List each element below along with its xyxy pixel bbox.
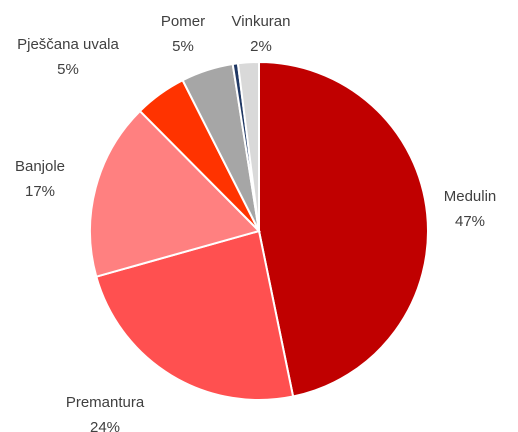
pie-slice [95, 229, 295, 401]
slice-value-label: 5% [172, 38, 194, 55]
slice-value-label: 24% [90, 419, 120, 432]
slice-label: Banjole [15, 158, 65, 175]
pie-slice [236, 60, 260, 232]
slice-label: Pomer [161, 13, 205, 30]
pie-slice [258, 60, 429, 398]
slice-label: Medulin [444, 188, 497, 205]
slice-value-label: 17% [25, 183, 55, 200]
slice-label: Vinkuran [232, 13, 291, 30]
slice-value-label: 5% [57, 61, 79, 78]
slice-label: Premantura [66, 394, 145, 411]
slice-label: Pješčana uvala [17, 36, 119, 53]
pie-slice [89, 109, 261, 278]
slice-value-label: 2% [250, 38, 272, 55]
slice-value-label: 47% [455, 213, 485, 230]
